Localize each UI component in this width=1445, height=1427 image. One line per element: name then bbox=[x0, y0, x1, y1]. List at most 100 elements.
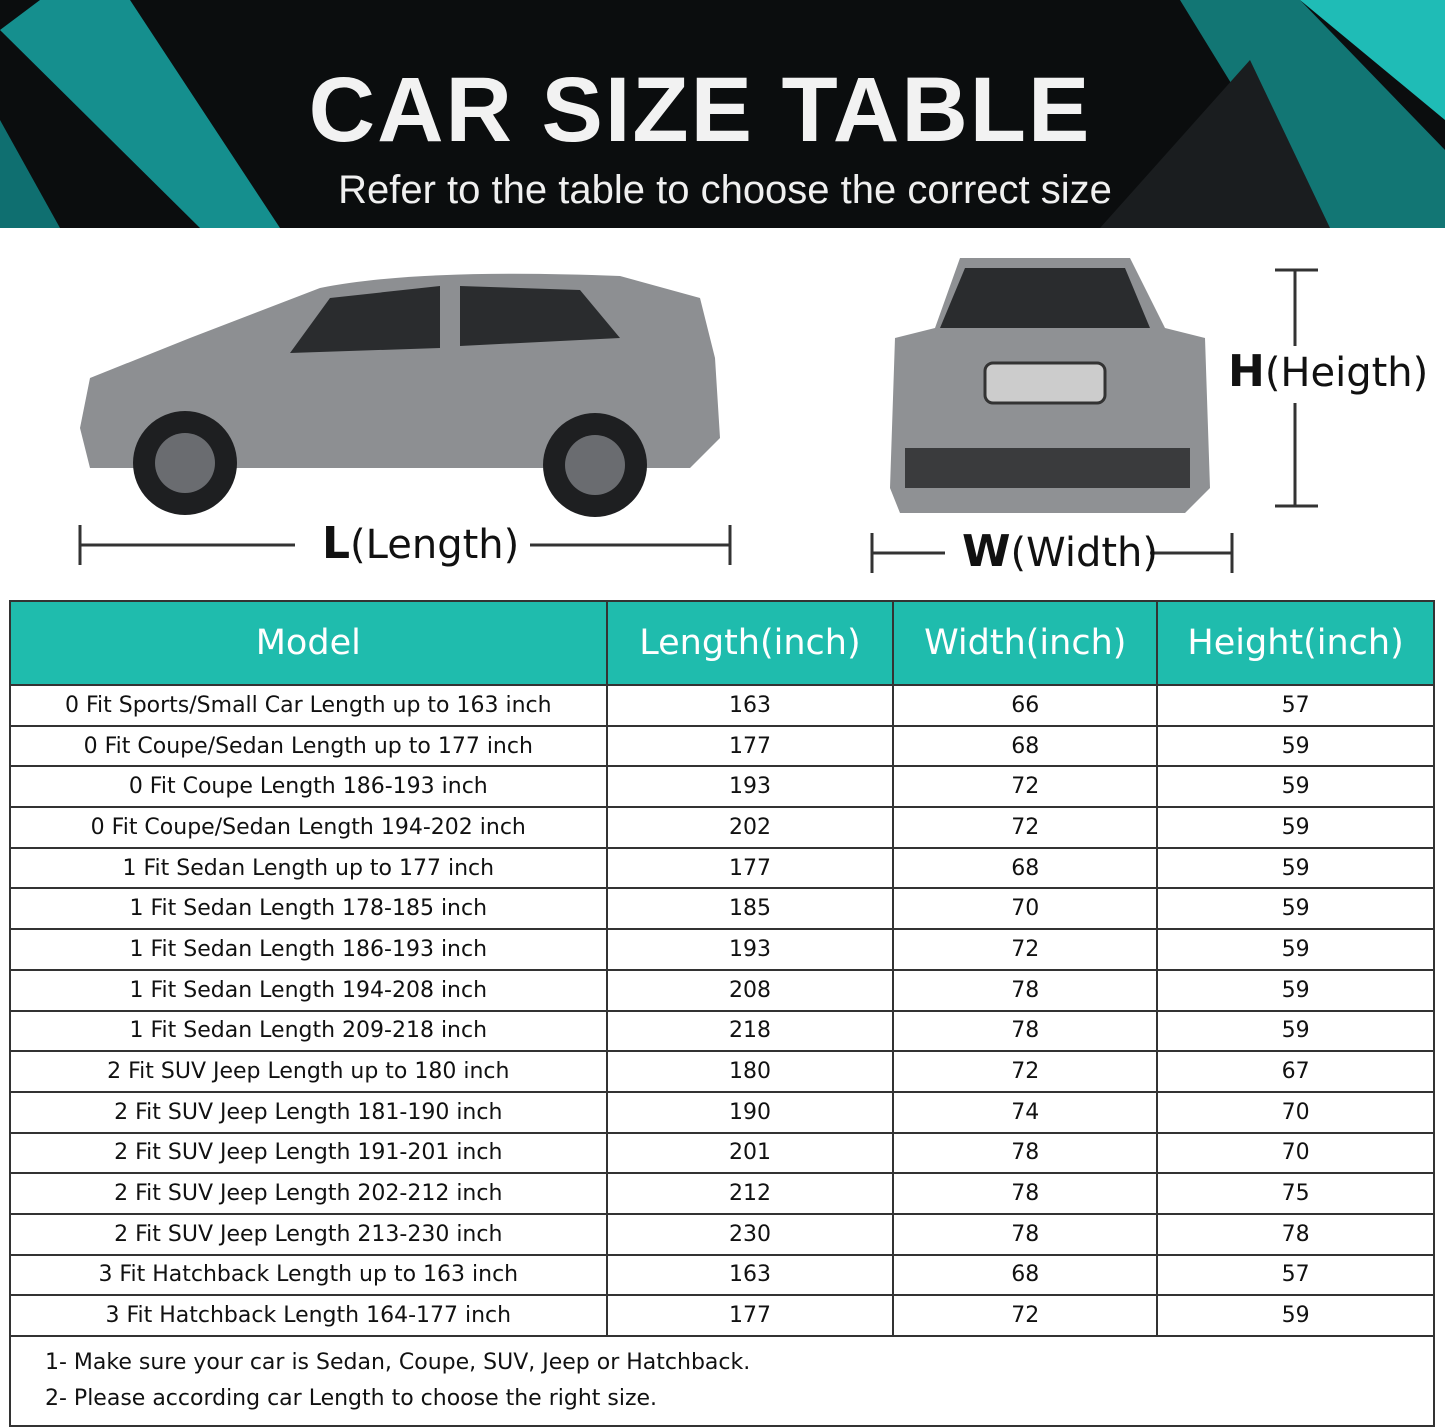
cell-model: 0 Fit Coupe/Sedan Length up to 177 inch bbox=[9, 724, 608, 768]
car-side-view-image bbox=[80, 273, 720, 517]
cell-height: 70 bbox=[1156, 1090, 1435, 1134]
table-row: 0 Fit Coupe Length 186-193 inch 193 72 59 bbox=[9, 765, 1435, 809]
cell-model: 1 Fit Sedan Length up to 177 inch bbox=[9, 846, 608, 890]
notes-row: 1- Make sure your car is Sedan, Coupe, S… bbox=[9, 1335, 1435, 1427]
column-header-height: Height(inch) bbox=[1156, 600, 1435, 686]
notes: 1- Make sure your car is Sedan, Coupe, S… bbox=[9, 1335, 1435, 1427]
cell-length: 208 bbox=[605, 968, 895, 1012]
cell-height: 59 bbox=[1156, 968, 1435, 1012]
cell-width: 68 bbox=[892, 1253, 1159, 1297]
table-row: 2 Fit SUV Jeep Length 191-201 inch 201 78 7… bbox=[9, 1131, 1435, 1175]
cell-width: 68 bbox=[892, 846, 1159, 890]
cell-height: 59 bbox=[1156, 806, 1435, 849]
cell-height: 59 bbox=[1156, 724, 1435, 768]
height-dimension-line bbox=[1275, 268, 1318, 508]
cell-model: 1 Fit Sedan Length 186-193 inch bbox=[9, 928, 608, 971]
cell-height: 59 bbox=[1156, 887, 1435, 931]
car-dimension-figure: L(Length) W(Width) H(Heigth) bbox=[0, 228, 1445, 598]
table-row: 2 Fit SUV Jeep Length 202-212 inch 212 78 7… bbox=[9, 1172, 1435, 1215]
table-row: 1 Fit Sedan Length up to 177 inch 177 68 59 bbox=[9, 846, 1435, 890]
cell-width: 66 bbox=[892, 684, 1159, 727]
length-dimension-line bbox=[78, 525, 732, 565]
cell-model: 3 Fit Hatchback Length 164-177 inch bbox=[9, 1294, 608, 1337]
page-title: CAR SIZE TABLE bbox=[308, 59, 1092, 161]
cell-height: 59 bbox=[1156, 1294, 1435, 1337]
cell-height: 67 bbox=[1156, 1050, 1435, 1093]
table-row: 1 Fit Sedan Length 194-208 inch 208 78 59 bbox=[9, 968, 1435, 1012]
cell-width: 68 bbox=[892, 724, 1159, 768]
cell-height: 57 bbox=[1156, 1253, 1435, 1297]
cell-model: 2 Fit SUV Jeep Length 181-190 inch bbox=[9, 1090, 608, 1134]
cell-width: 72 bbox=[892, 1294, 1159, 1337]
cell-width: 78 bbox=[892, 1212, 1159, 1256]
width-label: W(Width) bbox=[962, 526, 1158, 577]
cell-length: 163 bbox=[605, 1253, 895, 1297]
cell-model: 0 Fit Coupe Length 186-193 inch bbox=[9, 765, 608, 809]
table-row: 2 Fit SUV Jeep Length 181-190 inch 190 74 7… bbox=[9, 1090, 1435, 1134]
height-label: H(Heigth) bbox=[1228, 346, 1429, 397]
column-header-width: Width(inch) bbox=[892, 600, 1159, 686]
cell-width: 72 bbox=[892, 1050, 1159, 1093]
cell-height: 78 bbox=[1156, 1212, 1435, 1256]
cell-height: 59 bbox=[1156, 1009, 1435, 1053]
table-row: 0 Fit Coupe/Sedan Length 194-202 inch 202… bbox=[9, 806, 1435, 849]
cell-height: 59 bbox=[1156, 765, 1435, 809]
cell-length: 163 bbox=[605, 684, 895, 727]
cell-length: 218 bbox=[605, 1009, 895, 1053]
table-row: 1 Fit Sedan Length 209-218 inch 218 78 59 bbox=[9, 1009, 1435, 1053]
cell-model: 2 Fit SUV Jeep Length up to 180 inch bbox=[9, 1050, 608, 1093]
cell-model: 2 Fit SUV Jeep Length 213-230 inch bbox=[9, 1212, 608, 1256]
cell-width: 78 bbox=[892, 1131, 1159, 1175]
car-front-view-image bbox=[890, 258, 1210, 513]
width-dimension-line bbox=[870, 533, 1234, 573]
cell-height: 70 bbox=[1156, 1131, 1435, 1175]
cell-width: 78 bbox=[892, 968, 1159, 1012]
banner-decoration bbox=[0, 0, 1445, 228]
cell-width: 72 bbox=[892, 928, 1159, 971]
cell-width: 74 bbox=[892, 1090, 1159, 1134]
cell-length: 212 bbox=[605, 1172, 895, 1215]
cell-length: 177 bbox=[605, 1294, 895, 1337]
size-table: Model Length(inch) Width(inch) Height(in… bbox=[9, 600, 1435, 1427]
cell-model: 3 Fit Hatchback Length up to 163 inch bbox=[9, 1253, 608, 1297]
cell-model: 1 Fit Sedan Length 194-208 inch bbox=[9, 968, 608, 1012]
cell-model: 2 Fit SUV Jeep Length 202-212 inch bbox=[9, 1172, 608, 1215]
cell-height: 57 bbox=[1156, 684, 1435, 727]
cell-length: 193 bbox=[605, 765, 895, 809]
cell-height: 75 bbox=[1156, 1172, 1435, 1215]
cell-width: 78 bbox=[892, 1009, 1159, 1053]
note-item: 2- Please according car Length to choose… bbox=[45, 1386, 658, 1411]
column-header-model: Model bbox=[9, 600, 608, 686]
cell-model: 1 Fit Sedan Length 178-185 inch bbox=[9, 887, 608, 931]
note-item: 1- Make sure your car is Sedan, Coupe, S… bbox=[45, 1350, 751, 1375]
table-row: 2 Fit SUV Jeep Length 213-230 inch 230 78 7… bbox=[9, 1212, 1435, 1256]
cell-length: 230 bbox=[605, 1212, 895, 1256]
cell-length: 177 bbox=[605, 724, 895, 768]
cell-height: 59 bbox=[1156, 928, 1435, 971]
table-row: 3 Fit Hatchback Length up to 163 inch 163… bbox=[9, 1253, 1435, 1297]
cell-length: 193 bbox=[605, 928, 895, 971]
cell-width: 72 bbox=[892, 765, 1159, 809]
cell-width: 72 bbox=[892, 806, 1159, 849]
cell-length: 190 bbox=[605, 1090, 895, 1134]
cell-model: 0 Fit Coupe/Sedan Length 194-202 inch bbox=[9, 806, 608, 849]
table-row: 1 Fit Sedan Length 186-193 inch 193 72 59 bbox=[9, 928, 1435, 971]
cell-model: 1 Fit Sedan Length 209-218 inch bbox=[9, 1009, 608, 1053]
cell-height: 59 bbox=[1156, 846, 1435, 890]
table-header-row: Model Length(inch) Width(inch) Height(in… bbox=[9, 600, 1435, 686]
cell-width: 78 bbox=[892, 1172, 1159, 1215]
cell-length: 201 bbox=[605, 1131, 895, 1175]
table-row: 0 Fit Sports/Small Car Length up to 163 … bbox=[9, 684, 1435, 727]
table-row: 3 Fit Hatchback Length 164-177 inch 177 72… bbox=[9, 1294, 1435, 1337]
header-banner: CAR SIZE TABLE Refer to the table to cho… bbox=[0, 0, 1445, 228]
page-subtitle: Refer to the table to choose the correct… bbox=[338, 168, 1112, 212]
cell-length: 202 bbox=[605, 806, 895, 849]
cell-width: 70 bbox=[892, 887, 1159, 931]
table-row: 0 Fit Coupe/Sedan Length up to 177 inch 1… bbox=[9, 724, 1435, 768]
length-label: L(Length) bbox=[322, 518, 520, 569]
cell-length: 180 bbox=[605, 1050, 895, 1093]
table-row: 1 Fit Sedan Length 178-185 inch 185 70 59 bbox=[9, 887, 1435, 931]
cell-model: 0 Fit Sports/Small Car Length up to 163 … bbox=[9, 684, 608, 727]
cell-model: 2 Fit SUV Jeep Length 191-201 inch bbox=[9, 1131, 608, 1175]
table-row: 2 Fit SUV Jeep Length up to 180 inch 180 7… bbox=[9, 1050, 1435, 1093]
